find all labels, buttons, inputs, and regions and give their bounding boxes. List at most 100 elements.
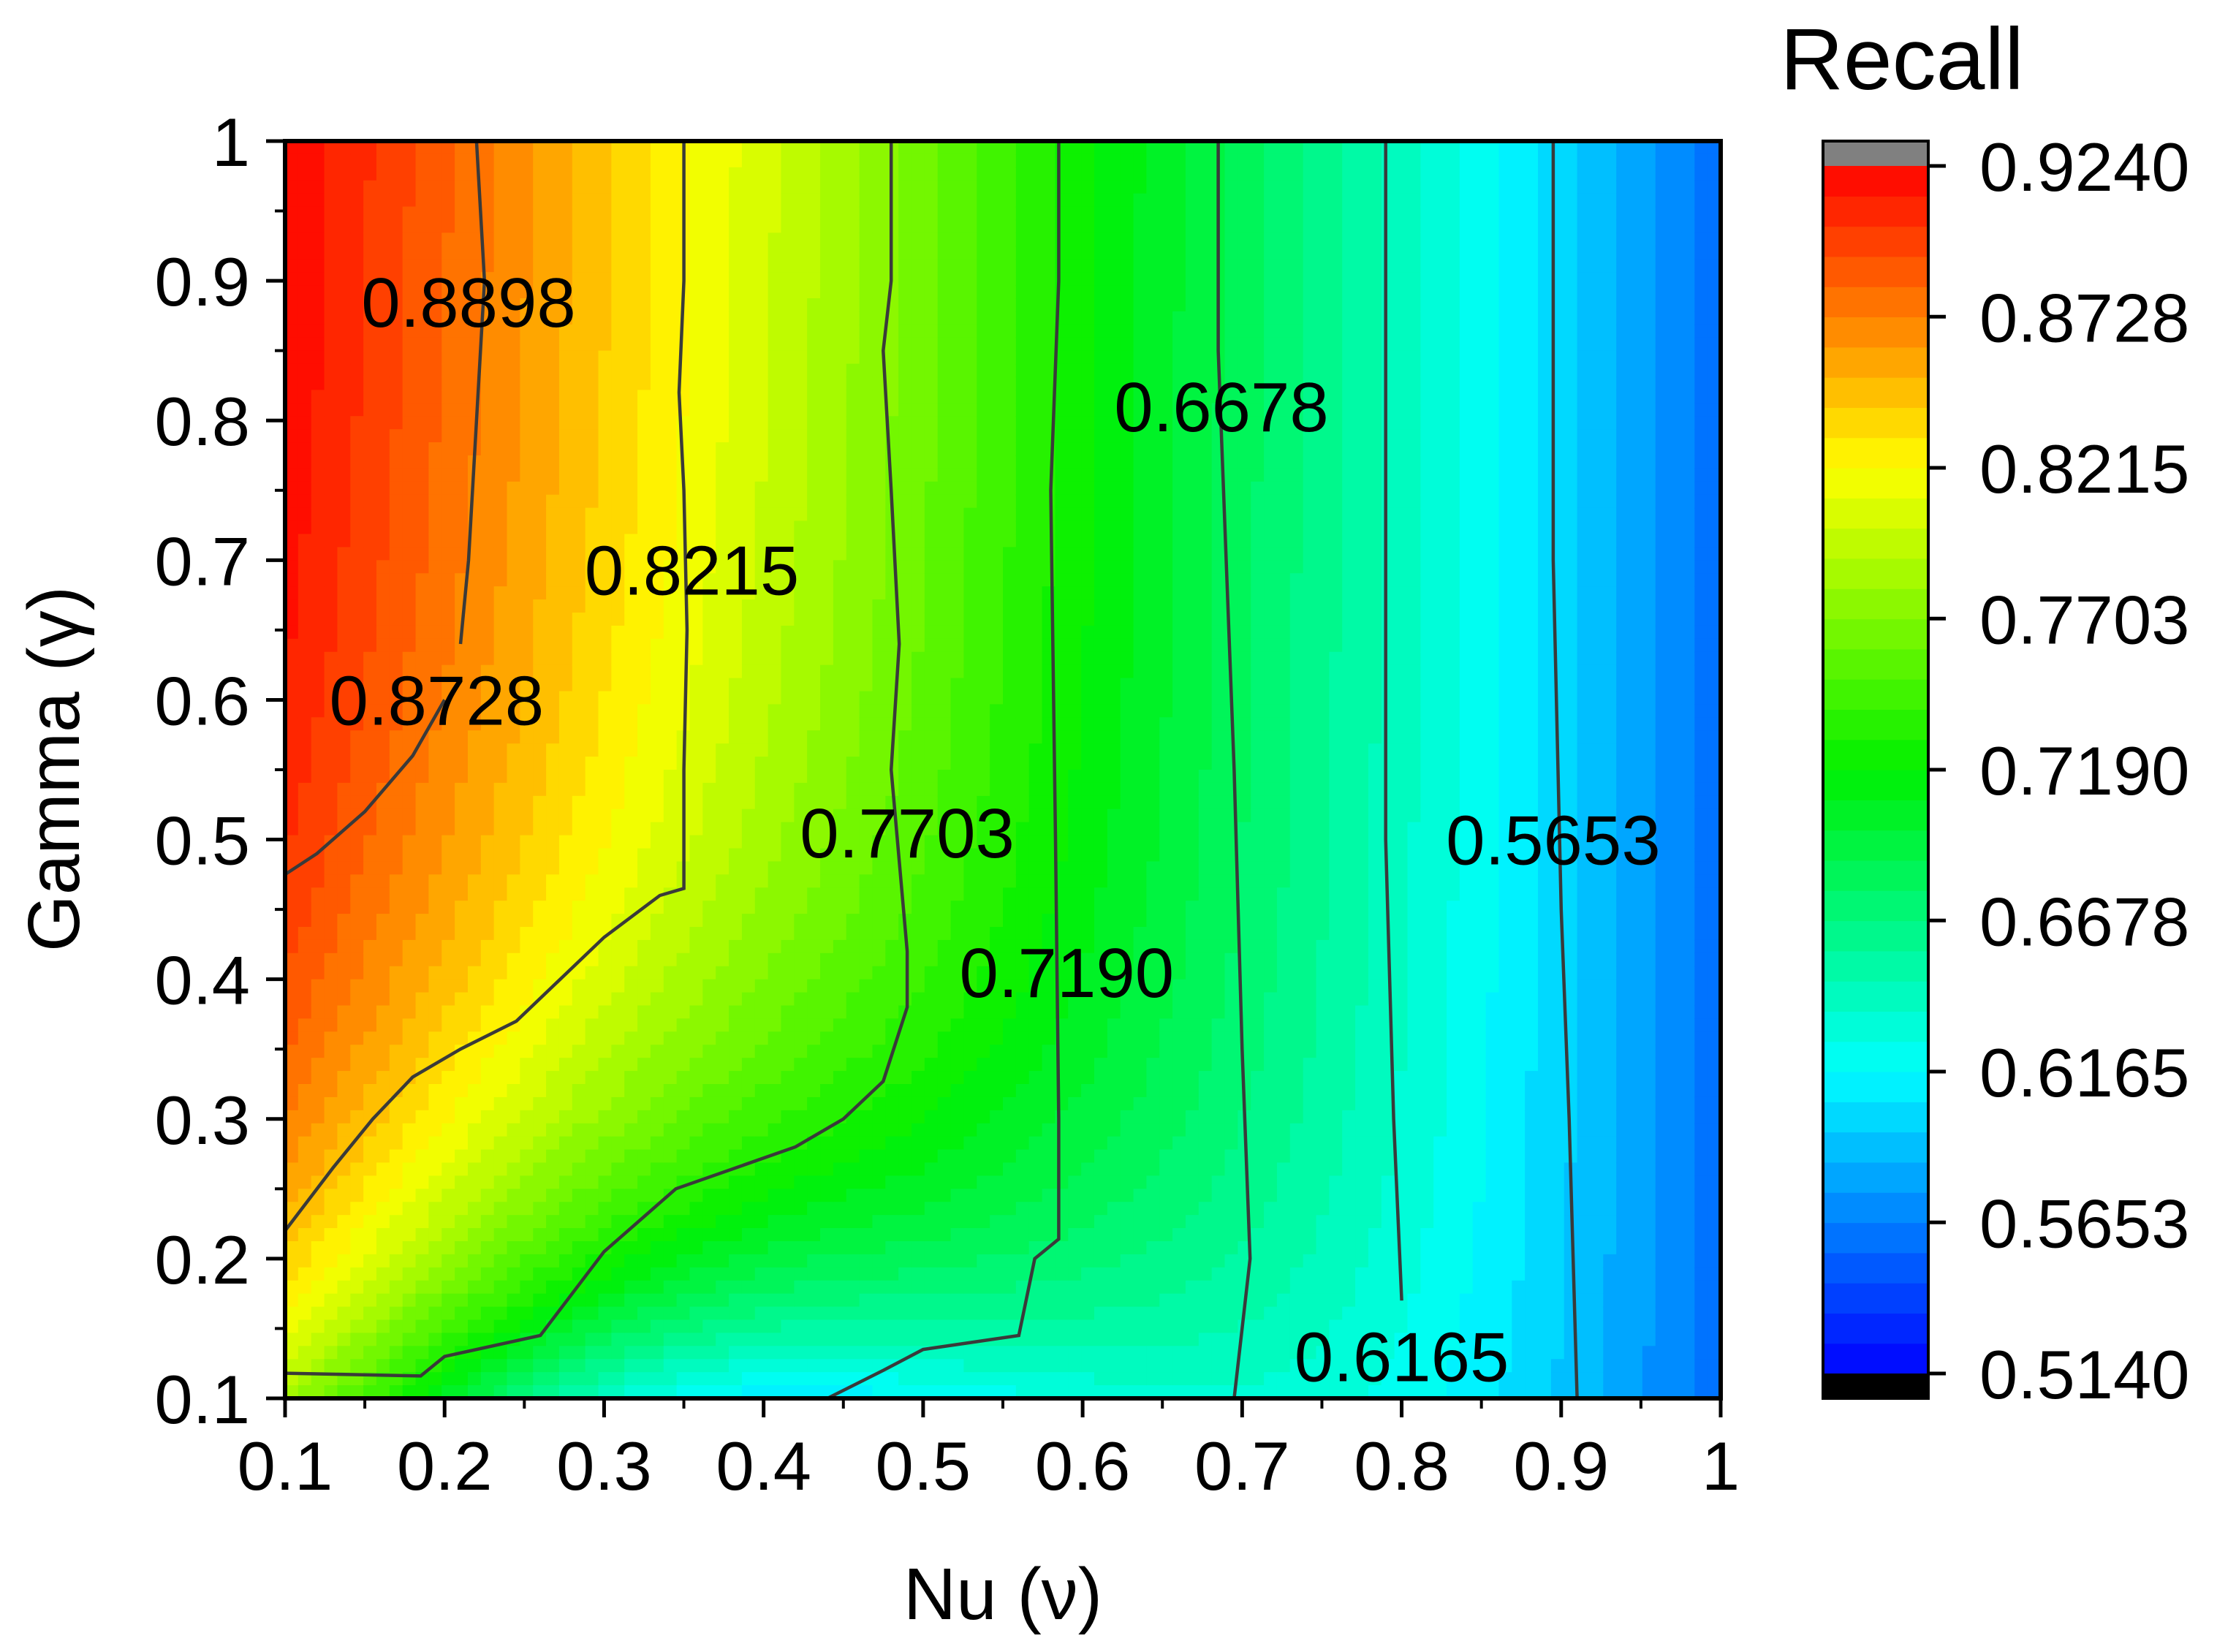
contour-cell <box>376 1359 390 1373</box>
contour-cell <box>572 1045 586 1058</box>
contour-cell <box>311 770 325 784</box>
contour-cell <box>467 1202 482 1216</box>
contour-cell <box>637 743 651 757</box>
contour-cell <box>520 939 534 954</box>
contour-cell <box>428 599 443 613</box>
contour-cell <box>937 678 952 692</box>
contour-cell <box>507 874 521 889</box>
contour-cell <box>716 390 729 404</box>
contour-cell <box>729 416 743 430</box>
contour-cell <box>637 390 651 404</box>
contour-cell <box>846 232 860 247</box>
contour-cell <box>324 861 338 876</box>
contour-cell <box>389 1005 403 1020</box>
contour-cell <box>520 822 534 836</box>
contour-cell <box>546 717 560 732</box>
contour-cell <box>507 887 521 901</box>
contour-cell <box>493 1005 508 1020</box>
contour-cell <box>324 1333 338 1347</box>
contour-cell <box>324 717 338 732</box>
contour-cell <box>637 966 651 980</box>
contour-cell <box>376 1045 390 1058</box>
contour-cell <box>441 206 455 221</box>
contour-cell <box>950 691 965 705</box>
contour-cell <box>624 613 638 626</box>
contour-cell <box>598 455 613 469</box>
contour-cell <box>781 1175 795 1190</box>
contour-cell <box>937 743 952 757</box>
contour-cell <box>585 835 599 849</box>
contour-cell <box>650 154 664 168</box>
contour-cell <box>324 1359 338 1373</box>
contour-cell <box>311 1241 325 1255</box>
contour-cell <box>428 782 443 797</box>
contour-cell <box>480 1228 495 1242</box>
contour-cell <box>624 442 638 456</box>
contour-cell <box>285 534 299 548</box>
contour-cell <box>350 835 364 849</box>
contour-cell <box>754 403 769 417</box>
contour-cell <box>585 717 599 732</box>
contour-cell <box>729 219 743 234</box>
contour-cell <box>794 1018 808 1033</box>
contour-cell <box>480 914 495 928</box>
contour-cell <box>402 1267 417 1281</box>
contour-cell <box>402 874 417 889</box>
contour-cell <box>768 481 782 496</box>
contour-cell <box>363 939 377 954</box>
contour-cell <box>820 534 834 548</box>
contour-cell <box>428 573 443 587</box>
contour-cell <box>546 363 560 378</box>
contour-cell <box>833 167 847 181</box>
contour-cell <box>781 350 795 365</box>
contour-cell <box>324 1241 338 1255</box>
contour-cell <box>781 337 795 352</box>
contour-cell <box>572 887 586 901</box>
contour-cell <box>324 481 338 496</box>
contour-cell <box>324 795 338 810</box>
contour-cell <box>624 193 638 208</box>
contour-cell <box>598 861 613 876</box>
contour-cell <box>376 246 390 260</box>
contour-cell <box>924 206 939 221</box>
contour-cell <box>702 507 716 522</box>
contour-cell <box>898 952 912 967</box>
contour-cell <box>520 770 534 784</box>
contour-cell <box>729 1280 743 1295</box>
contour-cell <box>428 1293 443 1308</box>
contour-cell <box>912 180 925 194</box>
contour-cell <box>402 887 417 901</box>
contour-cell <box>598 324 613 338</box>
contour-cell <box>624 927 638 941</box>
contour-cell <box>754 324 769 338</box>
contour-cell <box>585 272 599 286</box>
contour-cell <box>324 324 338 338</box>
contour-cell <box>298 298 312 312</box>
contour-cell <box>885 952 899 967</box>
contour-cell <box>768 1018 782 1033</box>
contour-cell <box>689 416 704 430</box>
contour-cell <box>820 743 834 757</box>
contour-cell <box>298 887 312 901</box>
contour-cell <box>898 560 912 575</box>
contour-cell <box>663 678 678 692</box>
contour-cell <box>298 1254 312 1268</box>
contour-cell <box>702 704 716 719</box>
contour-cell <box>689 1306 704 1321</box>
contour-cell <box>702 154 716 168</box>
contour-cell <box>768 1031 782 1046</box>
contour-cell <box>428 992 443 1007</box>
contour-cell <box>859 1293 873 1308</box>
contour-cell <box>624 259 638 273</box>
contour-cell <box>350 259 364 273</box>
contour-cell <box>285 782 299 797</box>
contour-cell <box>402 1306 417 1321</box>
contour-cell <box>350 1333 364 1347</box>
contour-cell <box>872 246 887 260</box>
contour-cell <box>950 1372 965 1386</box>
contour-cell <box>428 979 443 993</box>
contour-cell <box>807 1005 821 1020</box>
contour-cell <box>702 403 716 417</box>
contour-cell <box>441 613 455 626</box>
contour-cell <box>311 180 325 194</box>
